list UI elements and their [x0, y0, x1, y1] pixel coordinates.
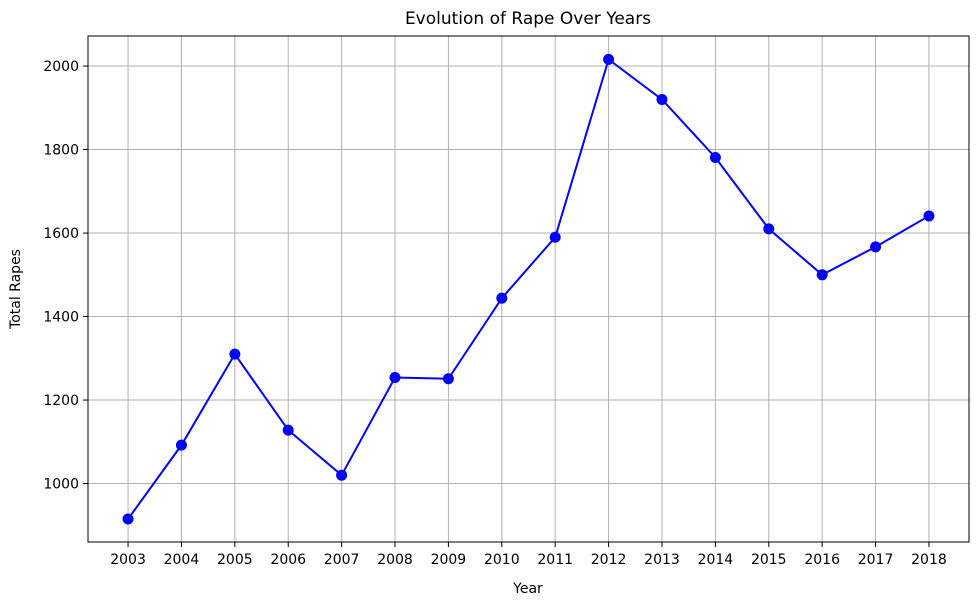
x-tick-label: 2018 [911, 552, 947, 568]
y-tick-label: 1400 [43, 310, 79, 326]
x-tick-label: 2003 [110, 552, 146, 568]
x-tick-label: 2016 [804, 552, 840, 568]
x-tick-label: 2008 [377, 552, 413, 568]
data-point [389, 372, 401, 384]
data-point [229, 348, 241, 360]
data-point [656, 93, 668, 105]
x-tick-label: 2011 [537, 552, 573, 568]
x-tick-label: 2015 [751, 552, 787, 568]
data-point [336, 469, 348, 481]
grid-lines [88, 36, 969, 542]
x-tick-label: 2014 [698, 552, 734, 568]
x-tick-label: 2013 [644, 552, 680, 568]
x-tick-label: 2012 [591, 552, 627, 568]
x-tick-label: 2004 [164, 552, 200, 568]
y-tick-label: 1200 [43, 393, 79, 409]
data-point [763, 223, 775, 235]
data-point [816, 269, 828, 281]
x-tick-label: 2007 [324, 552, 360, 568]
data-point [709, 151, 721, 163]
x-tick-label: 2005 [217, 552, 253, 568]
axis-ticks: 2003 2004 2005 2006 2007 2008 2009 2010 2011 2012… [43, 59, 946, 568]
y-tick-label: 1000 [43, 477, 79, 493]
data-point [442, 373, 454, 385]
series-line [127, 57, 930, 520]
x-axis-label: Year [512, 581, 543, 597]
y-tick-label: 1800 [43, 143, 79, 159]
data-point [175, 439, 187, 451]
data-point [122, 513, 134, 525]
y-axis-label: Total Rapes [8, 249, 24, 330]
x-tick-label: 2010 [484, 552, 520, 568]
data-point [496, 292, 508, 304]
x-tick-label: 2017 [858, 552, 894, 568]
data-point [282, 424, 294, 436]
x-tick-label: 2006 [270, 552, 306, 568]
y-tick-label: 1600 [43, 226, 79, 242]
data-point [923, 210, 935, 222]
data-point [870, 241, 882, 253]
plot-frame [87, 35, 970, 543]
y-tick-label: 2000 [43, 59, 79, 75]
chart-title: Evolution of Rape Over Years [405, 9, 651, 29]
data-series [122, 53, 935, 525]
x-tick-label: 2009 [431, 552, 467, 568]
data-point [549, 231, 561, 243]
data-point [603, 53, 615, 65]
